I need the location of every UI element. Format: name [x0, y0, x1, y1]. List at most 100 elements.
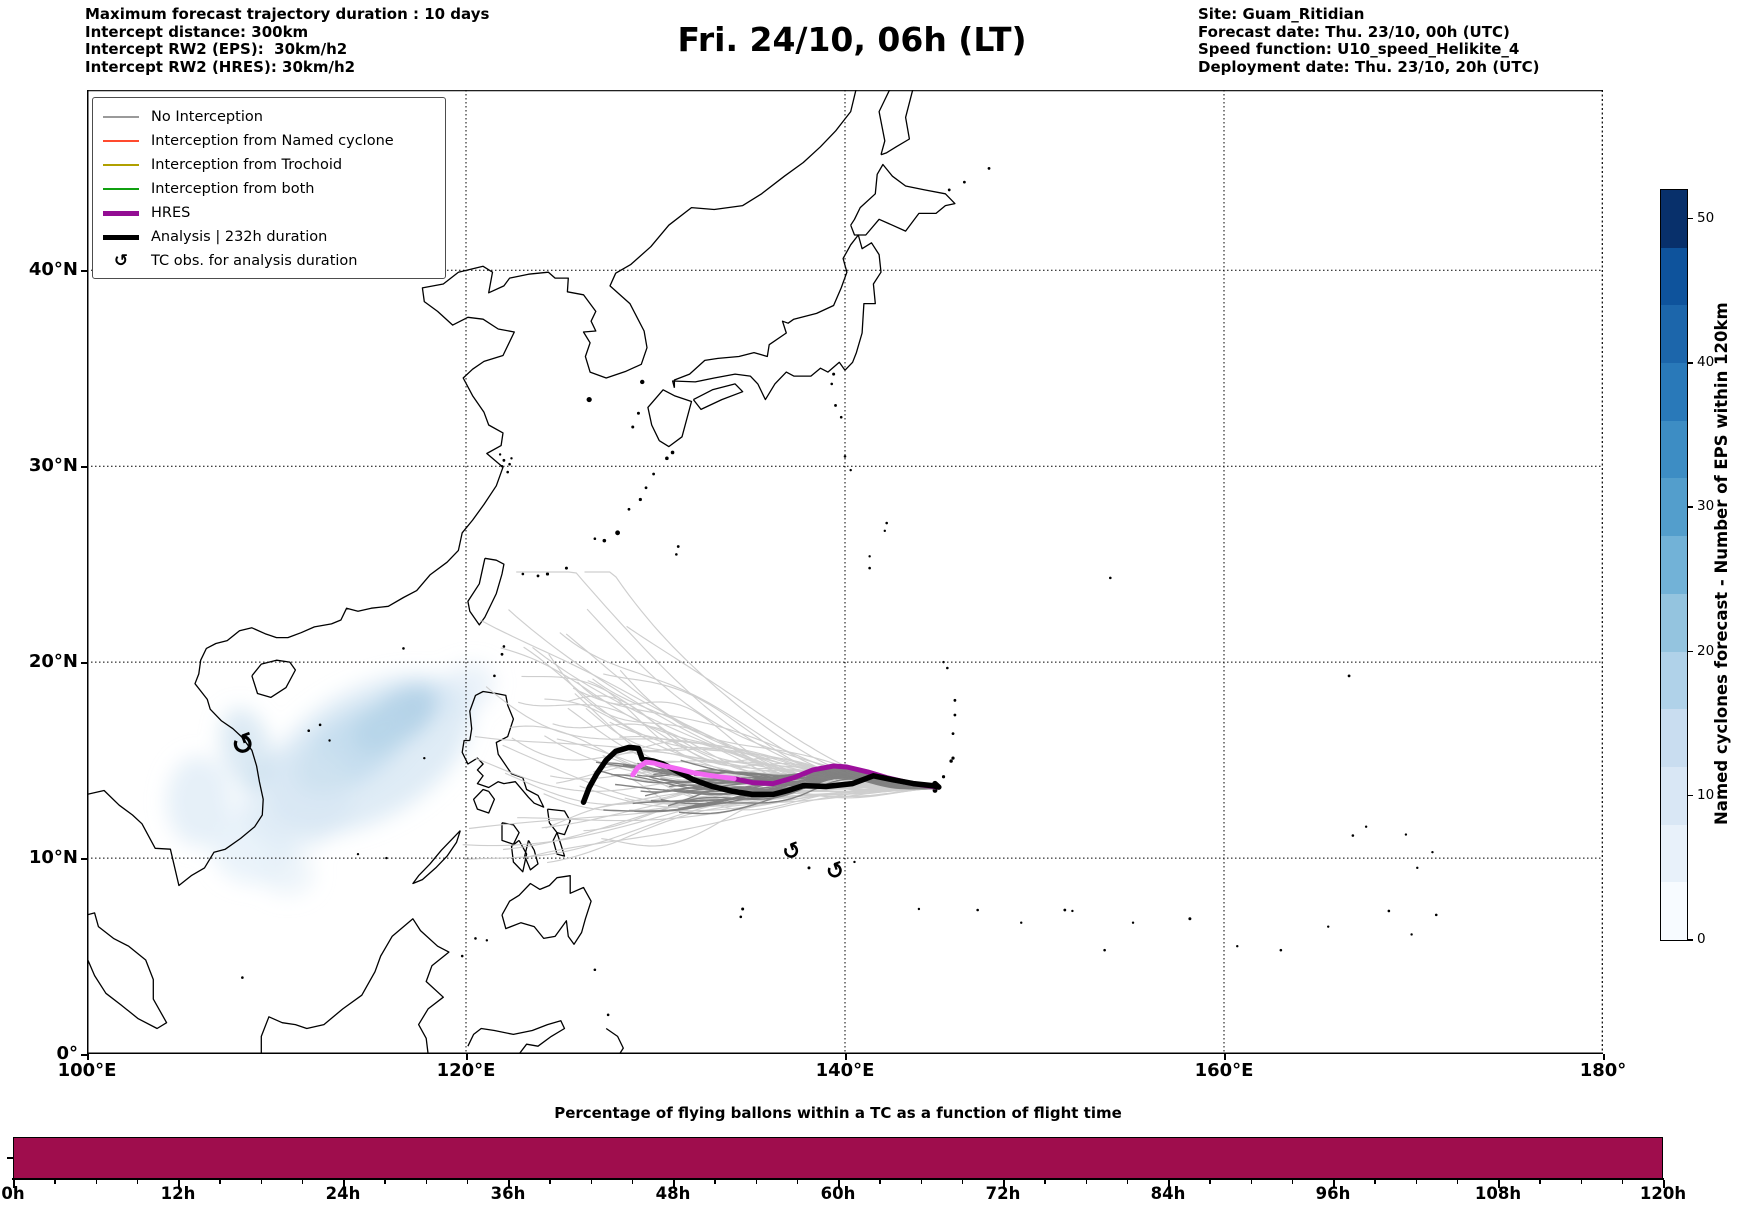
cyclone-marker-icon: ↺ [113, 251, 129, 271]
bottom-chart-tick [1044, 1180, 1046, 1184]
bottom-chart-axis [12, 1178, 1664, 1180]
hres-recent-segment [630, 759, 737, 782]
colorbar-tick-mark [1687, 794, 1693, 797]
bottom-chart-tick [54, 1180, 56, 1184]
legend-line [103, 164, 139, 166]
bottom-chart-tick-label: 48h [655, 1184, 691, 1203]
header-line: Intercept distance: 300km [85, 22, 309, 41]
header-line: Forecast date: Thu. 23/10, 00h (UTC) [1198, 22, 1510, 41]
legend-line-swatch [103, 188, 139, 190]
coastlines-layer [87, 90, 956, 1054]
colorbar-tick-mark [1687, 362, 1693, 364]
colorbar-step [1661, 363, 1687, 421]
island-dots-layer [241, 166, 1438, 1017]
colorbar-tick-label: 10 [1697, 786, 1715, 803]
bottom-chart-tick [590, 1180, 592, 1184]
density-blob [261, 852, 315, 896]
map-canvas: ↺↺↺ [87, 90, 1603, 1054]
colorbar-tick-label: 30 [1697, 498, 1715, 515]
header-line: Intercept RW2 (HRES): 30km/h2 [85, 57, 356, 76]
colorbar-step [1661, 766, 1687, 825]
header-line: Site: Guam_Ritidian [1198, 5, 1365, 23]
ytick-label: 0° [56, 1043, 78, 1064]
bottom-chart-tick [961, 1180, 964, 1184]
colorbar-tick-mark [1687, 217, 1693, 220]
flight-time-bar [13, 1137, 1663, 1179]
ensemble-no-interception-layer [462, 571, 937, 864]
colorbar-step [1661, 593, 1687, 652]
bottom-chart-tick-label: 72h [985, 1184, 1021, 1203]
ytick-label: 30°N [28, 455, 78, 477]
bottom-chart-tick [1580, 1180, 1582, 1184]
legend-label: TC obs. for analysis duration [151, 253, 358, 269]
xtick-mark [1224, 1054, 1226, 1060]
xtick-label: 100°E [57, 1060, 117, 1081]
bottom-chart-tick-label: 60h [820, 1184, 856, 1203]
legend-label: Analysis | 232h duration [151, 229, 328, 245]
legend-line [103, 140, 139, 142]
bottom-chart-tick [755, 1180, 757, 1184]
bottom-chart-tick [796, 1180, 799, 1184]
bottom-chart-tick [1663, 1180, 1665, 1188]
bottom-chart-tick [1333, 1180, 1335, 1188]
header-line: Deployment date: Thu. 23/10, 20h (UTC) [1198, 57, 1540, 76]
ytick-mark [81, 1054, 87, 1056]
bottom-chart-tick [425, 1180, 427, 1184]
colorbar-step [1661, 247, 1687, 306]
ytick-label: 40°N [28, 259, 78, 281]
bottom-chart-tick [1539, 1180, 1541, 1184]
colorbar-step [1661, 882, 1687, 940]
bottom-chart-tick-label: 0h [1, 1184, 25, 1203]
bottom-chart-tick [1374, 1180, 1376, 1184]
bottom-chart-tick [219, 1180, 221, 1184]
cyclone-density-layer [166, 663, 495, 896]
xtick-label: 160°E [1194, 1060, 1254, 1081]
xtick-mark [1603, 1054, 1605, 1060]
bottom-chart-tick [95, 1180, 97, 1184]
bottom-chart-tick [178, 1180, 180, 1188]
legend-item: Analysis | 232h duration [103, 225, 435, 249]
bottom-chart-tick [343, 1180, 345, 1188]
bottom-chart-tick [384, 1180, 386, 1184]
header-line: Speed function: U10_speed_Helikite_4 [1198, 40, 1520, 58]
xtick-mark [466, 1054, 468, 1060]
xtick-mark [87, 1054, 89, 1060]
legend-item: ↺ TC obs. for analysis duration [103, 249, 435, 273]
ytick-label: 10°N [28, 847, 78, 869]
bottom-chart-tick [1209, 1180, 1211, 1184]
colorbar-step [1661, 709, 1687, 767]
bottom-chart-tick-label: 24h [325, 1184, 361, 1203]
ytick-mark [81, 662, 87, 664]
tc-obs-symbol-swatch: ↺ [103, 251, 139, 271]
bottom-chart-tick [549, 1180, 551, 1184]
legend-label: HRES [151, 205, 191, 221]
legend-line-swatch [103, 116, 139, 118]
header-line: Maximum forecast trajectory duration : 1… [85, 5, 490, 23]
map-legend: No Interception Interception from Named c… [92, 97, 446, 279]
colorbar-step [1661, 420, 1687, 479]
bottom-chart-ytick [7, 1157, 13, 1159]
ytick-mark [81, 858, 87, 860]
legend-line-swatch [103, 140, 139, 142]
bottom-chart-tick [1003, 1180, 1005, 1188]
bottom-chart-tick [838, 1180, 840, 1188]
bottom-chart-tick-label: 108h [1474, 1184, 1522, 1203]
bottom-chart-tick [1126, 1180, 1129, 1184]
bottom-chart-tick [673, 1180, 675, 1188]
bottom-chart-tick [1250, 1180, 1252, 1184]
colorbar-tick-label: 50 [1697, 209, 1715, 226]
legend-label: No Interception [151, 109, 263, 125]
colorbar-step [1661, 824, 1687, 883]
legend-item: Interception from both [103, 177, 435, 201]
bottom-chart-tick-label: 12h [160, 1184, 196, 1203]
legend-label: Interception from Trochoid [151, 157, 343, 173]
colorbar-step [1661, 478, 1687, 537]
colorbar-step [1661, 536, 1687, 594]
map-plot-area: ↺ ↺ ↺ [87, 90, 1603, 1054]
header-right-block: Site: Guam_Ritidian Forecast date: Thu. 2… [1198, 5, 1540, 76]
legend-label: Interception from both [151, 181, 315, 197]
bottom-chart-tick [1456, 1180, 1459, 1184]
legend-line [103, 234, 139, 240]
bottom-chart-tick [136, 1180, 139, 1184]
